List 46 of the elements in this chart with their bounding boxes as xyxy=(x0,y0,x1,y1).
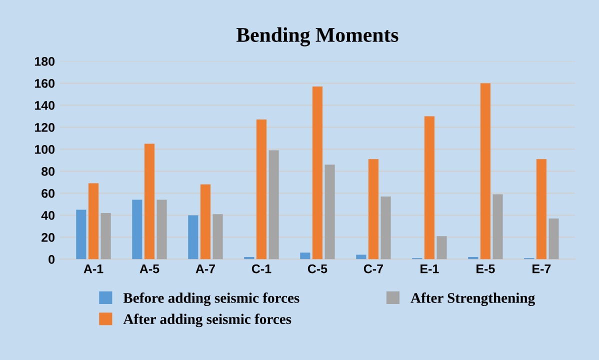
y-tick-label: 0 xyxy=(48,255,55,264)
y-tick-label: 100 xyxy=(34,145,55,154)
bar xyxy=(144,144,155,260)
bar xyxy=(256,120,267,260)
x-tick-label: C-1 xyxy=(252,264,272,274)
bar xyxy=(88,183,99,260)
y-tick-label: 140 xyxy=(34,101,55,110)
legend-label: After adding seismic forces xyxy=(123,314,292,328)
x-tick-label: C-7 xyxy=(364,264,383,274)
bar xyxy=(132,200,142,260)
bar xyxy=(536,159,546,260)
bar xyxy=(200,184,211,260)
bar xyxy=(436,236,447,260)
legend-label: After Strengthening xyxy=(410,292,535,306)
bar xyxy=(324,164,335,260)
y-tick-label: 60 xyxy=(42,189,55,198)
bar xyxy=(188,215,198,260)
x-tick-label: A-5 xyxy=(140,264,160,274)
bar xyxy=(212,214,223,260)
legend-label: Before adding seismic forces xyxy=(123,292,300,306)
x-tick-label: E-1 xyxy=(420,264,439,274)
y-tick-label: 160 xyxy=(34,79,55,88)
bar xyxy=(424,116,434,260)
bar xyxy=(300,252,310,260)
bar xyxy=(492,194,503,260)
bar xyxy=(100,213,111,260)
x-tick-label: E-7 xyxy=(532,264,551,274)
y-tick-label: 120 xyxy=(34,123,55,132)
bar xyxy=(76,210,86,260)
bar xyxy=(368,159,379,260)
bar xyxy=(356,254,366,260)
x-tick-label: A-1 xyxy=(84,264,104,274)
bar xyxy=(380,196,391,260)
y-tick-label: 40 xyxy=(41,211,55,220)
y-tick-label: 180 xyxy=(34,57,55,66)
bar xyxy=(312,86,323,260)
x-tick-label: E-5 xyxy=(476,264,495,274)
bar xyxy=(480,83,490,260)
chart-title: Bending Moments xyxy=(236,27,398,46)
x-tick-label: A-7 xyxy=(196,264,216,274)
y-tick-label: 80 xyxy=(42,167,55,176)
bar xyxy=(156,200,167,260)
bar xyxy=(548,218,559,260)
x-tick-label: C-5 xyxy=(308,264,328,274)
bar xyxy=(268,150,279,260)
y-tick-label: 20 xyxy=(42,233,55,242)
